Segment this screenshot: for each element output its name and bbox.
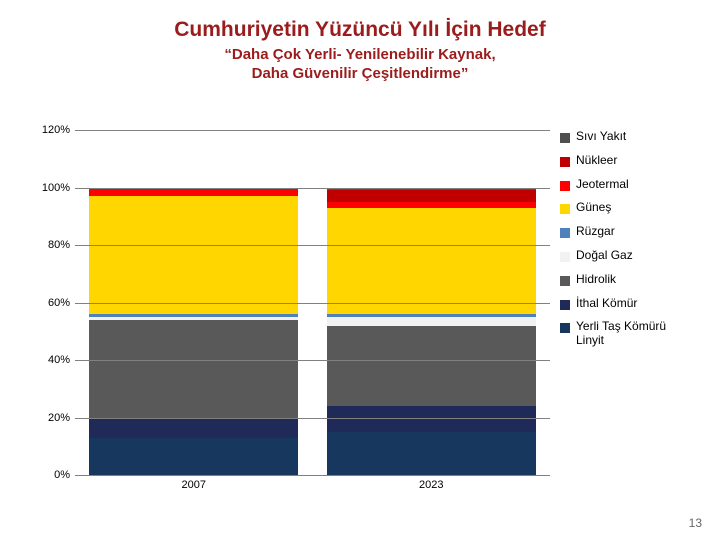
segment-ithal_komur [89,418,298,438]
legend-item-dogal_gaz: Doğal Gaz [560,249,690,263]
swatch-icon [560,252,570,262]
legend-item-ithal_komur: İthal Kömür [560,297,690,311]
gridline [75,475,550,476]
gridline [75,245,550,246]
stacked-bar-2023 [327,188,536,476]
segment-nukleer [327,190,536,202]
legend-item-hidrolik: Hidrolik [560,273,690,287]
legend-label: İthal Kömür [576,297,637,311]
swatch-icon [560,323,570,333]
swatch-icon [560,228,570,238]
segment-hidrolik [89,320,298,418]
gridline [75,130,550,131]
legend-item-sivi_yakit: Sıvı Yakıt [560,130,690,144]
swatch-icon [560,204,570,214]
segment-yerli_tas_komuru_linyit [89,438,298,475]
swatch-icon [560,300,570,310]
segment-ithal_komur [327,406,536,432]
x-tick-label: 2023 [313,475,551,500]
y-tick-label: 60% [30,297,70,309]
y-tick-label: 120% [30,124,70,136]
legend-label: Yerli Taş Kömürü Linyit [576,320,690,348]
x-tick-label: 2007 [75,475,313,500]
legend-label: Jeotermal [576,178,629,192]
legend-item-yerli_tas_komuru_linyit: Yerli Taş Kömürü Linyit [560,320,690,348]
legend-item-ruzgar: Rüzgar [560,225,690,239]
segment-jeotermal [89,188,298,197]
segment-dogal_gaz [327,317,536,326]
legend-label: Doğal Gaz [576,249,633,263]
x-axis: 20072023 [75,475,550,500]
legend-label: Rüzgar [576,225,615,239]
page-title: Cumhuriyetin Yüzüncü Yılı İçin Hedef [0,18,720,42]
energy-mix-chart: 20072023 Sıvı Yakıt Nükleer Jeotermal Güneş… [30,130,690,500]
gridline [75,303,550,304]
swatch-icon [560,133,570,143]
segment-gunes [327,208,536,314]
segment-hidrolik [327,326,536,407]
page-subtitle-2: Daha Güvenilir Çeşitlendirme” [0,65,720,82]
y-tick-label: 0% [30,469,70,481]
segment-yerli_tas_komuru_linyit [327,432,536,475]
swatch-icon [560,276,570,286]
y-tick-label: 100% [30,182,70,194]
legend: Sıvı Yakıt Nükleer Jeotermal Güneş Rüzgar Doğ… [560,130,690,348]
stacked-bar-2007 [89,188,298,476]
swatch-icon [560,181,570,191]
page-subtitle-1: “Daha Çok Yerli- Yenilenebilir Kaynak, [0,46,720,63]
legend-label: Nükleer [576,154,617,168]
legend-label: Hidrolik [576,273,616,287]
segment-gunes [89,196,298,314]
y-tick-label: 80% [30,239,70,251]
legend-item-nukleer: Nükleer [560,154,690,168]
page-number: 13 [689,516,702,530]
legend-item-jeotermal: Jeotermal [560,178,690,192]
y-tick-label: 20% [30,412,70,424]
y-tick-label: 40% [30,354,70,366]
gridline [75,188,550,189]
gridline [75,418,550,419]
gridline [75,360,550,361]
swatch-icon [560,157,570,167]
legend-label: Güneş [576,201,611,215]
legend-item-gunes: Güneş [560,201,690,215]
legend-label: Sıvı Yakıt [576,130,626,144]
